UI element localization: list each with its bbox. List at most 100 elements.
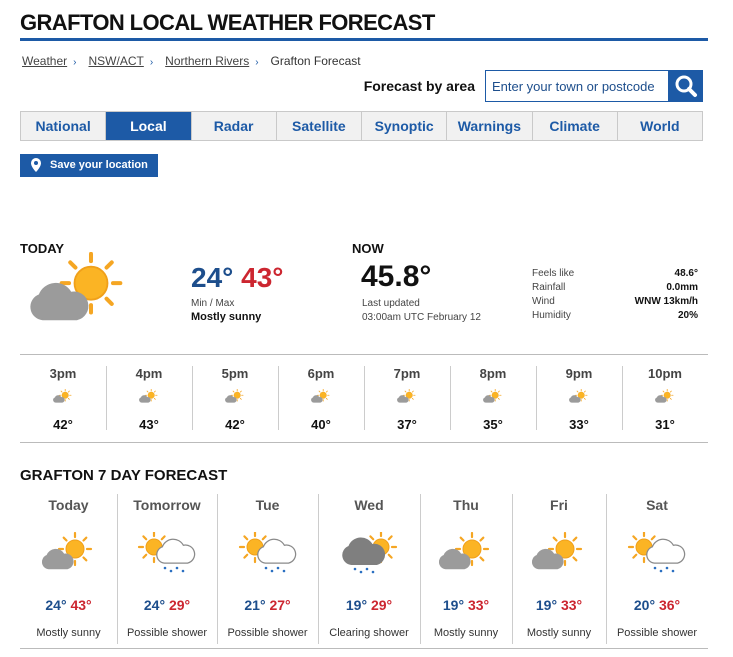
day-min: 19° xyxy=(442,597,465,613)
title-rule xyxy=(20,38,708,41)
icon-part xyxy=(270,569,273,573)
icon-part xyxy=(62,536,68,542)
icon-part xyxy=(34,161,38,165)
day-name: Sat xyxy=(646,497,668,513)
breadcrumb[interactable]: NSW/ACT xyxy=(88,54,144,68)
breadcrumb[interactable]: Northern Rivers xyxy=(165,54,250,68)
column-separator xyxy=(117,494,118,644)
today-max: 43° xyxy=(241,262,284,293)
nav-tab[interactable]: Local xyxy=(106,112,192,140)
icon-part xyxy=(256,538,296,564)
icon-part xyxy=(353,567,357,571)
nav-tab[interactable]: Climate xyxy=(532,112,618,140)
nav-tab[interactable]: National xyxy=(21,112,107,140)
icon-part xyxy=(404,390,407,393)
icon-part xyxy=(153,390,156,393)
icon-part xyxy=(572,536,578,542)
icon-part xyxy=(282,569,285,573)
icon-part xyxy=(483,395,495,403)
icon-part xyxy=(552,536,558,542)
today-icon xyxy=(25,251,135,338)
hour-temp: 35° xyxy=(483,417,503,432)
detail-label: Wind xyxy=(532,296,555,307)
breadcrumb-separator: › xyxy=(73,57,77,68)
column-separator xyxy=(606,494,607,644)
today-summary: Mostly sunny xyxy=(191,311,262,323)
pin-icon xyxy=(31,158,41,172)
day-min: 19° xyxy=(535,597,558,613)
weather-icon xyxy=(139,388,158,403)
breadcrumb[interactable]: Weather xyxy=(22,54,68,68)
icon-part xyxy=(659,569,663,573)
icon-part xyxy=(387,553,393,559)
icon-part xyxy=(569,395,581,403)
day-temps: 19° 29° xyxy=(318,597,420,613)
day-summary: Mostly sunny xyxy=(433,627,499,639)
nav-tab[interactable]: Warnings xyxy=(447,112,533,140)
day-summary: Possible shower xyxy=(126,627,208,639)
updated-label: Last updated xyxy=(362,298,420,309)
icon-part xyxy=(81,536,87,542)
icon-part xyxy=(60,390,63,393)
column-separator xyxy=(420,494,421,644)
search-input[interactable]: Enter your town or postcode xyxy=(485,70,669,102)
hour-temp: 31° xyxy=(655,417,675,432)
icon-part xyxy=(462,539,482,559)
icon-part xyxy=(342,537,386,565)
hour-temp: 33° xyxy=(569,417,589,432)
weather-icon xyxy=(225,388,244,403)
day-icon xyxy=(420,531,512,581)
hour-time: 10pm xyxy=(648,366,682,381)
day-min: 24° xyxy=(143,597,166,613)
search-label: Forecast by area xyxy=(363,78,475,94)
column-separator xyxy=(512,494,513,644)
nav-tab[interactable]: Satellite xyxy=(276,112,362,140)
icon-part xyxy=(577,391,585,399)
icon-part xyxy=(242,553,248,559)
tab-bar: National Local Radar Satellite Synoptic Warni… xyxy=(20,111,703,141)
icon-part xyxy=(53,395,65,403)
weather-icon xyxy=(627,530,686,573)
weather-icon xyxy=(397,388,416,403)
icon-part xyxy=(583,397,586,400)
icon-part xyxy=(411,390,414,393)
detail-label: Humidity xyxy=(532,310,571,321)
day-icon xyxy=(217,530,318,581)
column-separator xyxy=(450,366,451,430)
day-icon xyxy=(606,530,708,581)
day-icon xyxy=(20,531,117,581)
icon-part xyxy=(68,260,78,270)
icon-part xyxy=(232,390,235,393)
icon-part xyxy=(572,556,578,562)
icon-part xyxy=(653,566,657,570)
day-name: Today xyxy=(48,497,89,513)
divider xyxy=(20,354,708,355)
day-name: Tomorrow xyxy=(133,497,201,513)
hour-icon xyxy=(106,388,192,410)
hour-temp: 43° xyxy=(139,417,159,432)
icon-part xyxy=(264,566,267,570)
day-temps: 19° 33° xyxy=(420,597,512,613)
today-min: 24° xyxy=(191,262,234,293)
nav-tab[interactable]: Radar xyxy=(191,112,277,140)
detail-row: Rainfall 0.0mm xyxy=(532,282,698,296)
column-separator xyxy=(192,366,193,430)
hour-icon xyxy=(622,388,708,410)
minmax-label: Min / Max xyxy=(191,298,235,309)
icon-part xyxy=(671,569,675,573)
divider xyxy=(20,648,708,649)
nav-tab[interactable]: World xyxy=(617,112,702,140)
icon-part xyxy=(67,390,70,393)
icon-part xyxy=(319,391,327,399)
icon-part xyxy=(311,395,323,403)
icon-part xyxy=(156,538,196,564)
icon-part xyxy=(576,390,579,393)
icon-part xyxy=(181,569,185,573)
icon-part xyxy=(104,260,114,270)
hour-icon xyxy=(450,388,536,410)
day-name: Tue xyxy=(255,497,280,513)
nav-tab[interactable]: Synoptic xyxy=(362,112,448,140)
icon-part xyxy=(163,566,167,570)
save-location-button[interactable]: Save your location xyxy=(20,154,158,177)
search-button[interactable] xyxy=(669,70,703,102)
